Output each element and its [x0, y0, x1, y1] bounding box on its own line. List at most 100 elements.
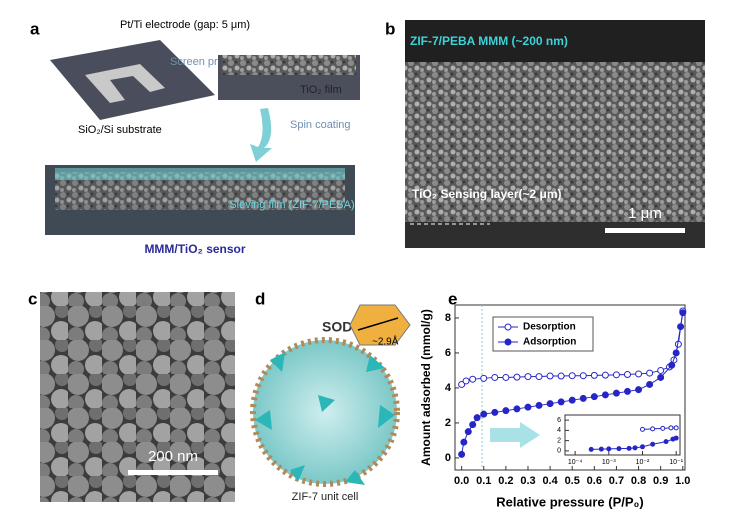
data-point	[579, 372, 587, 380]
data-point	[612, 389, 620, 397]
data-point	[639, 426, 645, 432]
y-tick-label: 2	[557, 437, 561, 444]
x-tick-label: 0.1	[476, 475, 491, 487]
data-point	[480, 374, 488, 382]
data-point	[601, 371, 609, 379]
x-tick-label: 0.3	[520, 475, 535, 487]
data-point	[480, 410, 488, 418]
x-tick-label: 10⁻¹	[669, 459, 683, 466]
sem-image	[40, 292, 235, 502]
y-tick-label: 0	[445, 452, 451, 464]
annotation: TiO₂ film	[300, 84, 342, 96]
data-point	[502, 407, 510, 415]
arrow	[250, 108, 272, 162]
annotation: ~2.9Å	[372, 335, 399, 348]
data-point	[673, 435, 679, 441]
data-point	[469, 375, 477, 383]
sieving-film	[55, 168, 345, 180]
data-point	[491, 408, 499, 416]
x-tick-label: 0.4	[542, 475, 558, 487]
data-point	[513, 405, 521, 413]
data-point	[624, 370, 631, 378]
data-point	[546, 400, 554, 408]
x-tick-label: 0.9	[653, 475, 668, 487]
annotation: SiO₂/Si substrate	[78, 124, 162, 136]
data-point	[588, 446, 594, 452]
annotation: SOD	[322, 319, 352, 335]
data-point	[458, 380, 466, 388]
sem-substrate	[405, 222, 705, 248]
tetrahedra	[255, 352, 395, 485]
data-point	[612, 371, 620, 379]
data-point	[677, 323, 685, 331]
legend-marker	[504, 338, 512, 346]
data-point	[469, 421, 477, 429]
legend-marker	[504, 323, 512, 331]
data-point	[639, 444, 645, 450]
data-point	[624, 387, 631, 395]
scale-bar	[128, 470, 218, 475]
x-tick-label: 0.6	[587, 475, 602, 487]
cage-icon	[349, 304, 411, 346]
y-tick-label: 6	[557, 417, 561, 424]
data-point	[606, 446, 612, 452]
x-tick-label: 10⁻⁴	[568, 459, 583, 466]
data-point	[557, 398, 565, 406]
x-tick-label: 0.5	[565, 475, 580, 487]
data-point	[672, 349, 680, 357]
y-tick-label: 4	[557, 427, 561, 434]
data-point	[635, 386, 643, 394]
data-point	[590, 393, 598, 401]
x-tick-label: 1.0	[675, 475, 690, 487]
data-point	[524, 403, 532, 411]
annotation: TiO₂ Sensing layer(~2 μm)	[412, 187, 562, 201]
sem-layer	[405, 62, 705, 222]
x-tick-label: 0.7	[609, 475, 624, 487]
data-point	[646, 369, 654, 377]
data-point	[646, 380, 654, 388]
data-point	[668, 425, 674, 431]
data-point	[635, 370, 643, 378]
inset-arrow	[490, 422, 540, 448]
y-tick-label: 4	[445, 382, 452, 394]
data-point	[590, 371, 598, 379]
data-point	[657, 373, 665, 381]
data-point	[513, 373, 521, 381]
data-point	[616, 446, 622, 452]
data-point	[663, 439, 669, 445]
caption: ZIF-7 unit cell	[292, 491, 359, 503]
data-point	[458, 450, 466, 458]
annotation: ZIF-7/PEBA MMM (~200 nm)	[410, 34, 568, 48]
panel-label: a	[30, 19, 40, 38]
data-point	[679, 309, 687, 317]
y-tick-label: 6	[445, 347, 451, 359]
data-point	[464, 428, 472, 436]
legend-box	[492, 316, 594, 352]
data-point	[657, 366, 665, 374]
panel-label: b	[385, 19, 395, 38]
y-axis-label: Amount adsorbed (mmol/g)	[419, 309, 433, 466]
y-tick-label: 8	[445, 312, 451, 324]
data-point	[668, 361, 676, 369]
data-point	[650, 426, 656, 432]
data-point	[601, 391, 609, 399]
panel-label: e	[448, 289, 457, 308]
x-tick-label: 0.0	[454, 475, 469, 487]
electrode	[85, 64, 165, 103]
legend-label: Adsorption	[523, 337, 576, 348]
data-point	[632, 445, 638, 451]
data-point	[535, 373, 543, 381]
data-point	[568, 372, 576, 380]
caption: MMM/TiO₂ sensor	[144, 242, 245, 256]
data-point	[535, 401, 543, 409]
data-point	[491, 373, 499, 381]
y-tick-label: 2	[445, 417, 451, 429]
x-axis-label: Relative pressure (P/P₀)	[496, 494, 643, 509]
data-point	[502, 373, 510, 381]
substrate	[50, 40, 215, 120]
data-point	[524, 373, 532, 381]
data-point	[579, 394, 587, 402]
scale-label: 1 μm	[628, 205, 662, 222]
tio2-layer	[222, 55, 356, 75]
